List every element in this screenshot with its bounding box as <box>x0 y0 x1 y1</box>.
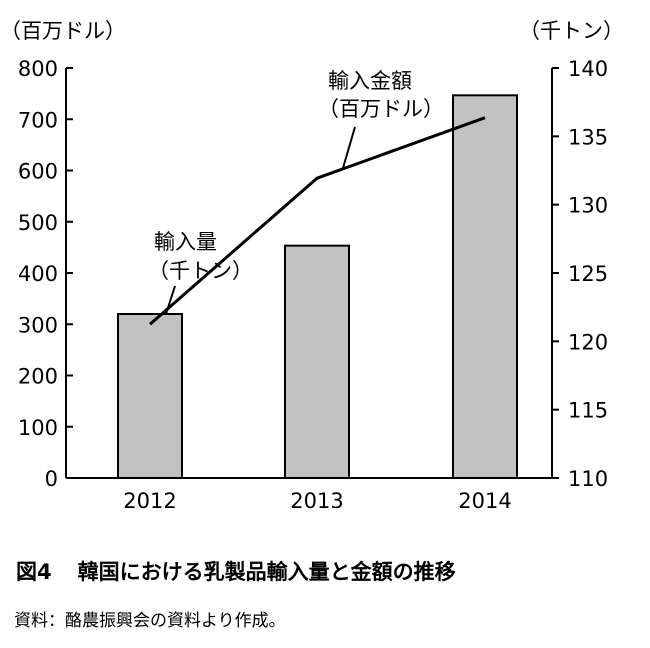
left-tick-label: 300 <box>18 313 58 337</box>
bar-series <box>117 94 518 479</box>
bar-2014 <box>452 94 518 479</box>
bar-2012 <box>117 313 183 479</box>
line-series-unit-label: （百万ドル） <box>318 97 444 121</box>
bar-label-leader <box>165 285 176 315</box>
left-tick-label: 700 <box>18 108 58 132</box>
right-tick-label: 130 <box>568 194 608 218</box>
figure-number: 図4 <box>16 560 52 584</box>
x-tick-label: 2014 <box>458 489 511 513</box>
line-series-label: 輸入金額 <box>328 69 412 93</box>
left-tick-label: 0 <box>45 467 58 491</box>
right-tick-label: 135 <box>568 125 608 149</box>
source-note: 資料：酪農振興会の資料より作成。 <box>14 611 286 631</box>
right-tick-label: 125 <box>568 262 608 286</box>
right-axis-unit-label: （千トン） <box>519 19 624 43</box>
right-tick-label: 120 <box>568 330 608 354</box>
left-tick-label: 800 <box>18 57 58 81</box>
line-label-leader <box>342 126 356 169</box>
x-axis-ticks: 2012 2013 2014 <box>123 489 511 513</box>
left-tick-label: 600 <box>18 160 58 184</box>
bar-series-label: 輸入量 <box>154 230 217 254</box>
left-tick-label: 100 <box>18 416 58 440</box>
left-axis-unit-label: （百万ドル） <box>0 19 126 43</box>
left-tick-label: 400 <box>18 262 58 286</box>
bar-2013 <box>284 244 350 479</box>
figure-title: 韓国における乳製品輸入量と金額の推移 <box>77 560 456 584</box>
right-axis-ticks: 110 115 120 125 130 135 140 <box>552 57 608 491</box>
right-tick-label: 110 <box>568 467 608 491</box>
left-axis-ticks: 0 100 200 300 400 500 600 700 800 <box>18 57 73 491</box>
import-value-line <box>149 116 486 326</box>
x-tick-label: 2013 <box>290 489 343 513</box>
right-tick-label: 115 <box>568 399 608 423</box>
figure-caption: 図4 韓国における乳製品輸入量と金額の推移 <box>14 556 456 586</box>
line-series <box>149 116 486 326</box>
bar-series-unit-label: （千トン） <box>148 259 253 283</box>
right-tick-label: 140 <box>568 57 608 81</box>
dual-axis-chart: 0 100 200 300 400 500 600 700 800 110 115 120 125 13… <box>0 19 624 513</box>
x-tick-label: 2012 <box>123 489 176 513</box>
left-tick-label: 500 <box>18 211 58 235</box>
left-tick-label: 200 <box>18 365 58 389</box>
